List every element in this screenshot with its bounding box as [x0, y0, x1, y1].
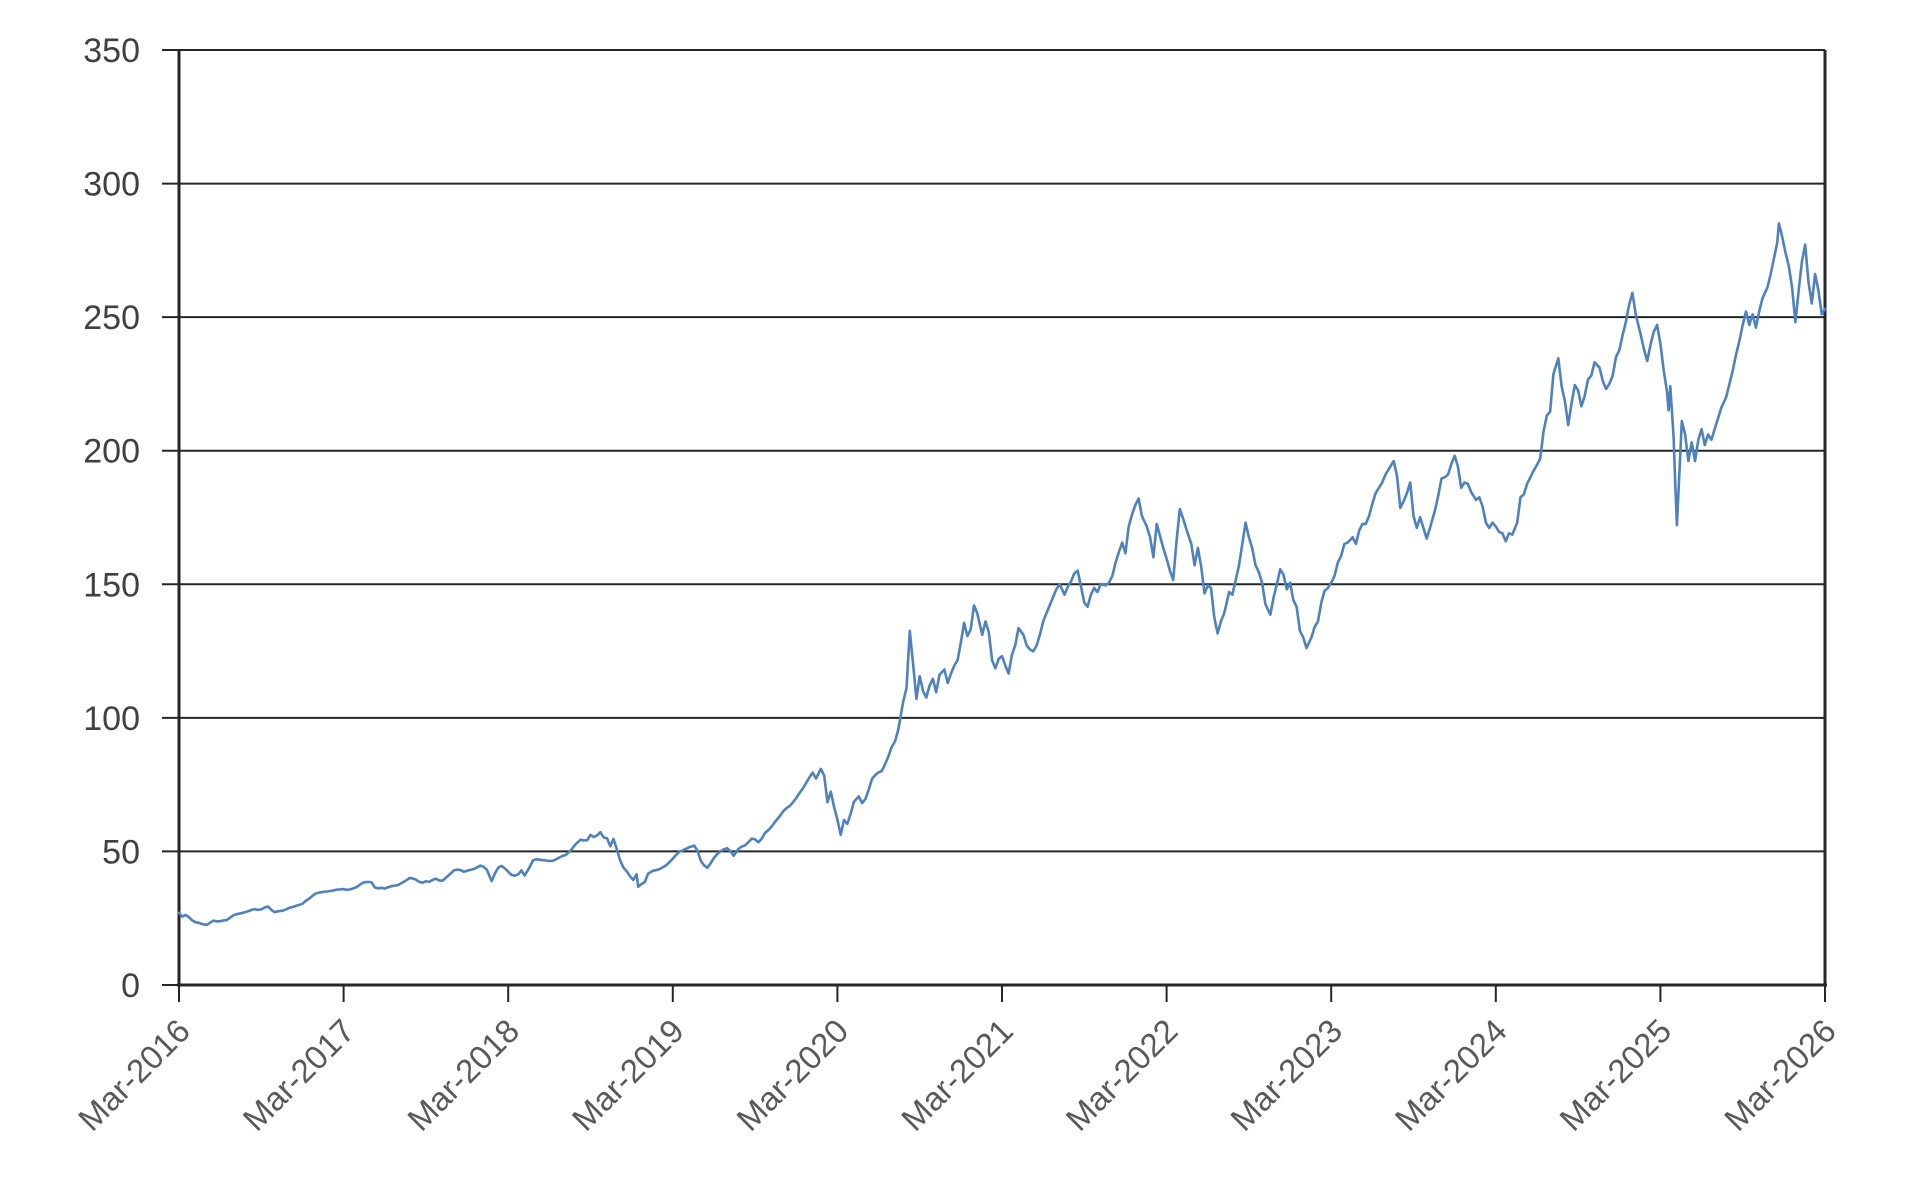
x-axis-tick-label: Mar-2019	[565, 1012, 691, 1138]
y-axis-tick-label: 200	[83, 433, 140, 471]
y-axis-tick-label: 150	[83, 566, 140, 604]
x-axis-tick-label: Mar-2020	[729, 1012, 855, 1138]
x-axis-tick-label: Mar-2024	[1388, 1012, 1514, 1138]
x-axis-tick-label: Mar-2026	[1717, 1012, 1843, 1138]
y-axis-tick-label: 50	[102, 833, 140, 871]
x-axis-tick-label: Mar-2023	[1223, 1012, 1349, 1138]
y-axis-tick-label: 350	[83, 32, 140, 70]
x-axis-tick-label: Mar-2017	[236, 1012, 362, 1138]
x-axis-tick-label: Mar-2016	[71, 1012, 197, 1138]
y-axis-tick-label: 100	[83, 700, 140, 738]
x-axis-tick-label: Mar-2022	[1059, 1012, 1185, 1138]
x-axis-tick-label: Mar-2021	[894, 1012, 1020, 1138]
x-axis-tick-label: Mar-2025	[1552, 1012, 1678, 1138]
y-axis-tick-label: 250	[83, 299, 140, 337]
y-axis-tick-label: 0	[121, 967, 140, 1005]
price-series-line	[177, 222, 1827, 927]
x-axis-tick-label: Mar-2018	[400, 1012, 526, 1138]
y-axis-tick-label: 300	[83, 166, 140, 204]
